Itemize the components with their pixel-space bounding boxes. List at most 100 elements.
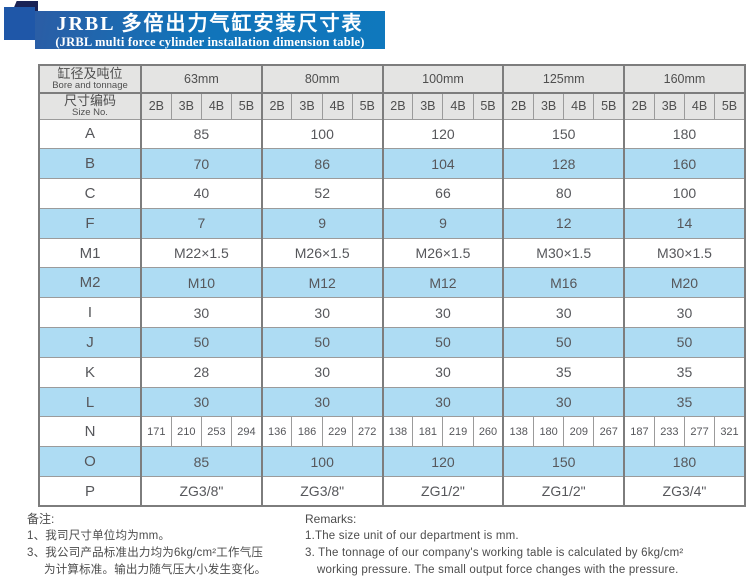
cell-M1-63mm: M22×1.5	[140, 237, 263, 269]
cell-I-80mm: 30	[260, 297, 384, 329]
group-header-63mm: 63mm	[140, 64, 263, 94]
cell-O-160mm: 180	[623, 446, 746, 478]
size-col-80mm-4B: 4B	[321, 92, 353, 120]
cell-K-125mm: 35	[502, 356, 625, 388]
cell-N-63mm-3B: 210	[170, 416, 202, 448]
cell-J-125mm: 50	[502, 327, 625, 358]
cell-M2-80mm: M12	[260, 267, 384, 299]
cell-N-80mm-2B: 136	[260, 416, 293, 448]
row-label-F: F	[38, 207, 142, 239]
cell-F-63mm: 7	[140, 207, 263, 239]
cell-I-160mm: 30	[623, 297, 746, 329]
corner-bore-zh: 缸径及吨位	[57, 66, 123, 81]
ribbon-fold-decoration	[12, 1, 38, 12]
cell-N-63mm-5B: 294	[231, 416, 263, 448]
cell-C-100mm: 66	[381, 178, 504, 209]
cell-M2-125mm: M16	[502, 267, 625, 299]
notes_zh-line-3: 为计算标准。输出力随气压大小发生变化。	[44, 564, 267, 576]
header-row-size-no: 尺寸编码 Size No. 2B 3B 4B 5B 2B 3B 4B 5B 2B 3B 4B 5B 2B 3B…	[38, 92, 746, 120]
cell-F-100mm: 9	[381, 207, 504, 239]
cell-I-125mm: 30	[502, 297, 625, 329]
cell-K-100mm: 30	[381, 356, 504, 388]
cell-K-160mm: 35	[623, 356, 746, 388]
group-header-160mm: 160mm	[623, 64, 746, 94]
table-row-M2: M2 M10 M12 M12 M16 M20	[38, 267, 746, 299]
row-label-M1: M1	[38, 237, 142, 269]
cell-L-100mm: 30	[381, 386, 504, 418]
cell-N-160mm-4B: 277	[683, 416, 716, 448]
size-col-125mm-2B: 2B	[502, 92, 535, 120]
cell-C-63mm: 40	[140, 178, 263, 209]
cell-N-80mm-5B: 272	[351, 416, 384, 448]
cell-O-100mm: 120	[381, 446, 504, 478]
cell-N-125mm-5B: 267	[593, 416, 625, 448]
row-label-L: L	[38, 386, 142, 418]
size-col-63mm-4B: 4B	[200, 92, 233, 120]
page-subtitle: (JRBL multi force cylinder installation …	[55, 35, 365, 49]
cell-B-160mm: 160	[623, 148, 746, 180]
table-row-F: F 7 9 9 12 14	[38, 207, 746, 239]
cell-N-125mm-3B: 180	[533, 416, 565, 448]
group-header-125mm: 125mm	[502, 64, 625, 94]
size-col-160mm-5B: 5B	[714, 92, 746, 120]
cell-N-100mm-4B: 219	[442, 416, 474, 448]
table-row-L: L 30 30 30 30 35	[38, 386, 746, 418]
table-row-N: N 171 210 253 294 136 186 229 272 138 181 219 260 138…	[38, 416, 746, 448]
size-col-125mm-3B: 3B	[533, 92, 565, 120]
cell-P-160mm: ZG3/4"	[623, 476, 746, 507]
group-header-100mm: 100mm	[381, 64, 504, 94]
row-label-J: J	[38, 327, 142, 358]
row-label-A: A	[38, 118, 142, 150]
cell-B-125mm: 128	[502, 148, 625, 180]
cell-N-125mm-4B: 209	[563, 416, 595, 448]
cell-I-100mm: 30	[381, 297, 504, 329]
row-label-O: O	[38, 446, 142, 478]
size-col-63mm-3B: 3B	[170, 92, 202, 120]
cell-I-63mm: 30	[140, 297, 263, 329]
cell-A-160mm: 180	[623, 118, 746, 150]
table-row-P: P ZG3/8" ZG3/8" ZG1/2" ZG1/2" ZG3/4"	[38, 476, 746, 507]
cell-N-160mm-5B: 321	[714, 416, 746, 448]
row-label-N: N	[38, 416, 142, 448]
size-col-63mm-2B: 2B	[139, 92, 172, 120]
cell-O-125mm: 150	[502, 446, 625, 478]
cell-J-80mm: 50	[260, 327, 384, 358]
cell-A-100mm: 120	[381, 118, 504, 150]
cell-M2-63mm: M10	[140, 267, 263, 299]
corner-size-no-cell: 尺寸编码 Size No.	[38, 92, 142, 120]
table-row-O: O 85 100 120 150 180	[38, 446, 746, 478]
cell-N-80mm-3B: 186	[291, 416, 323, 448]
size-col-125mm-4B: 4B	[563, 92, 595, 120]
cell-L-80mm: 30	[260, 386, 384, 418]
cell-P-80mm: ZG3/8"	[260, 476, 384, 507]
size-col-80mm-3B: 3B	[291, 92, 323, 120]
cell-N-63mm-2B: 171	[139, 416, 172, 448]
size-col-100mm-3B: 3B	[412, 92, 444, 120]
size-col-160mm-3B: 3B	[653, 92, 685, 120]
notes-chinese: 备注: 1、我司尺寸单位均为mm。 3、我公司产品标准出力均为6kg/cm²工作气…	[27, 511, 305, 579]
size-col-100mm-5B: 5B	[472, 92, 504, 120]
header-row-bore: 缸径及吨位 Bore and tonnage 63mm 80mm 100mm 125mm 1…	[38, 64, 746, 94]
size-col-100mm-4B: 4B	[442, 92, 474, 120]
size-col-80mm-2B: 2B	[260, 92, 293, 120]
cell-A-125mm: 150	[502, 118, 625, 150]
cell-A-63mm: 85	[140, 118, 263, 150]
cell-K-80mm: 30	[260, 356, 384, 388]
row-label-C: C	[38, 178, 142, 209]
size-col-125mm-5B: 5B	[593, 92, 625, 120]
table-row-I: I 30 30 30 30 30	[38, 297, 746, 329]
row-label-M2: M2	[38, 267, 142, 299]
cell-M1-125mm: M30×1.5	[502, 237, 625, 269]
cell-N-160mm-3B: 233	[653, 416, 685, 448]
notes-english: Remarks: 1.The size unit of our departme…	[305, 511, 737, 579]
table-row-A: A 85 100 120 150 180	[38, 118, 746, 150]
cell-N-100mm-5B: 260	[472, 416, 504, 448]
cell-M2-160mm: M20	[623, 267, 746, 299]
table-row-K: K 28 30 30 35 35	[38, 356, 746, 388]
cell-C-160mm: 100	[623, 178, 746, 209]
cell-J-160mm: 50	[623, 327, 746, 358]
cell-L-125mm: 30	[502, 386, 625, 418]
notes-zh-heading: 备注:	[27, 512, 55, 526]
cell-N-160mm-2B: 187	[623, 416, 655, 448]
